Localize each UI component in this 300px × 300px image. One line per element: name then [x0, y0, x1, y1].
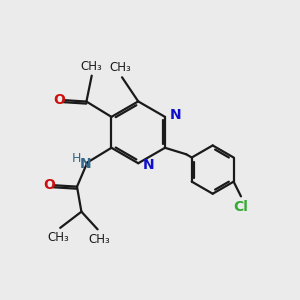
Text: H: H	[71, 152, 81, 166]
Text: CH₃: CH₃	[81, 60, 103, 73]
Text: O: O	[53, 93, 65, 107]
Text: N: N	[80, 157, 92, 171]
Text: O: O	[44, 178, 55, 192]
Text: N: N	[142, 158, 154, 172]
Text: CH₃: CH₃	[47, 231, 69, 244]
Text: CH₃: CH₃	[88, 233, 110, 246]
Text: CH₃: CH₃	[110, 61, 131, 74]
Text: Cl: Cl	[233, 200, 248, 214]
Text: N: N	[169, 108, 181, 122]
